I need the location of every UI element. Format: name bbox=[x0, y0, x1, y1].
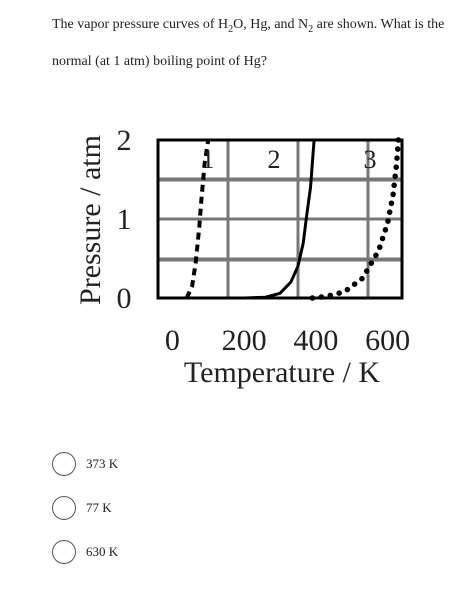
plot-frame bbox=[156, 138, 404, 300]
x-tick-label-400: 400 bbox=[293, 324, 338, 357]
y-tick-label-0: 0 bbox=[117, 282, 132, 315]
option-label-373k: 373 K bbox=[86, 456, 119, 471]
series-label-2: 2 bbox=[268, 145, 281, 174]
option-label-77k: 77 K bbox=[86, 500, 112, 515]
x-tick-label-0: 0 bbox=[165, 324, 180, 357]
series-curve-1 bbox=[184, 139, 211, 299]
x-tick-label-200: 200 bbox=[222, 324, 267, 357]
x-tick-label-600: 600 bbox=[365, 324, 410, 357]
question-part-1: The vapor pressure curves of H bbox=[52, 17, 229, 32]
series-curve-2 bbox=[172, 139, 316, 300]
option-630k[interactable]: 630 K bbox=[52, 538, 252, 566]
question-subscript-2: 2 bbox=[308, 23, 314, 35]
option-373k[interactable]: 373 K bbox=[52, 450, 252, 478]
y-tick-label-1: 1 bbox=[117, 203, 132, 236]
x-axis-label: Temperature / K bbox=[184, 356, 380, 389]
series-curve-3 bbox=[309, 137, 402, 301]
option-label-630k: 630 K bbox=[86, 544, 119, 559]
question-part-3: are shown. What is the normal (at 1 atm)… bbox=[52, 17, 445, 69]
radio-77k[interactable] bbox=[52, 496, 76, 520]
radio-630k[interactable] bbox=[52, 540, 76, 564]
y-tick-label-2: 2 bbox=[117, 124, 132, 157]
y-axis-label: Pressure / atm bbox=[74, 135, 107, 305]
question-part-2: O, Hg, and N bbox=[233, 17, 309, 32]
question-subscript-1: 2 bbox=[228, 23, 234, 35]
option-77k[interactable]: 77 K bbox=[52, 494, 252, 522]
series-label-3: 3 bbox=[364, 145, 377, 174]
radio-373k[interactable] bbox=[52, 452, 76, 476]
question-text: The vapor pressure curves of H2O, Hg, an… bbox=[52, 9, 452, 78]
series-label-1: 1 bbox=[202, 145, 215, 174]
